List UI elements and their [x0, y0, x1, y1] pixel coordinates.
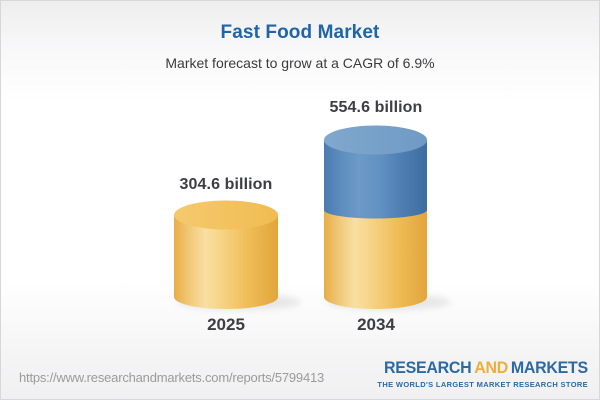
category-label-2025: 2025 [207, 315, 245, 334]
report-url: https://www.researchandmarkets.com/repor… [19, 370, 325, 385]
category-label-2034: 2034 [357, 315, 395, 334]
cylinder-2034-growth-segment [324, 140, 427, 219]
cylinder-2034 [324, 125, 427, 309]
page-title: Fast Food Market [220, 22, 380, 43]
logo-tagline: THE WORLD'S LARGEST MARKET RESEARCH STOR… [377, 380, 588, 389]
cylinder-2034-top-face [324, 125, 427, 155]
cylinder-2034-base-segment [324, 209, 427, 309]
research-and-markets-logo: RESEARCH AND MARKETS THE WORLD'S LARGEST M… [371, 358, 588, 389]
logo-word-and: AND [474, 358, 509, 377]
logo-wordmark: RESEARCH AND MARKETS [384, 358, 588, 378]
cylinder-2025-top-face [174, 200, 278, 230]
value-label-2025: 304.6 billion [179, 176, 273, 193]
value-label-2034: 554.6 billion [329, 99, 423, 116]
logo-word-markets: MARKETS [510, 358, 588, 377]
cylinder-2025-body [174, 215, 278, 309]
cylinder-2025 [174, 200, 278, 309]
logo-word-research: RESEARCH [384, 358, 472, 377]
page-subtitle: Market forecast to grow at a CAGR of 6.9… [165, 55, 435, 71]
